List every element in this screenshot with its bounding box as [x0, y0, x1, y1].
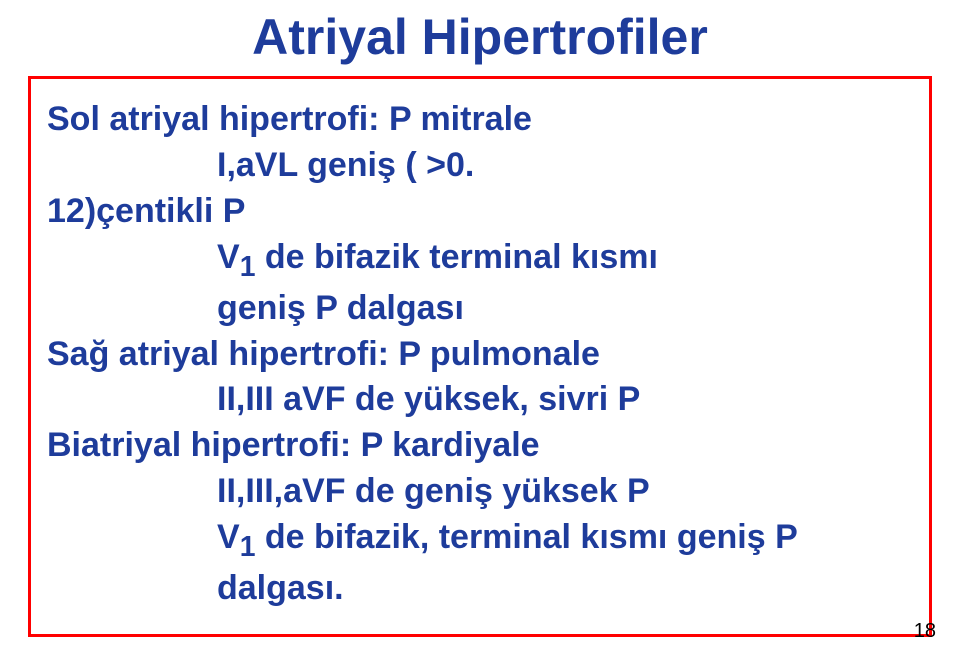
- content-box: Sol atriyal hipertrofi: P mitrale I,aVL …: [28, 76, 932, 637]
- line-10: dalgası.: [47, 566, 913, 612]
- line-3-sub: 1: [240, 250, 256, 282]
- line-4: geniş P dalgası: [47, 286, 913, 332]
- line-5: Sağ atriyal hipertrofi: P pulmonale: [47, 332, 913, 378]
- line-1: Sol atriyal hipertrofi: P mitrale: [47, 97, 913, 143]
- line-9-sub: 1: [240, 531, 256, 563]
- line-8: II,III,aVF de geniş yüksek P: [47, 469, 913, 515]
- content-text: Sol atriyal hipertrofi: P mitrale I,aVL …: [47, 97, 913, 612]
- slide-title: Atriyal Hipertrofiler: [0, 8, 960, 66]
- line-3a: V: [217, 238, 240, 276]
- line-6: II,III aVF de yüksek, sivri P: [47, 377, 913, 423]
- line-9a: V: [217, 518, 240, 556]
- line-7: Biatriyal hipertrofi: P kardiyale: [47, 423, 913, 469]
- line-9: V1 de bifazik, terminal kısmı geniş P: [47, 515, 913, 566]
- line-2b: 12)çentikli P: [47, 189, 913, 235]
- line-2: I,aVL geniş ( >0.: [47, 143, 913, 189]
- line-9b: de bifazik, terminal kısmı geniş P: [255, 518, 797, 556]
- line-3: V1 de bifazik terminal kısmı: [47, 235, 913, 286]
- line-2a: I,aVL geniş ( >0.: [217, 146, 474, 184]
- page-number: 18: [914, 620, 936, 643]
- line-3-rest: de bifazik terminal kısmı: [255, 238, 657, 276]
